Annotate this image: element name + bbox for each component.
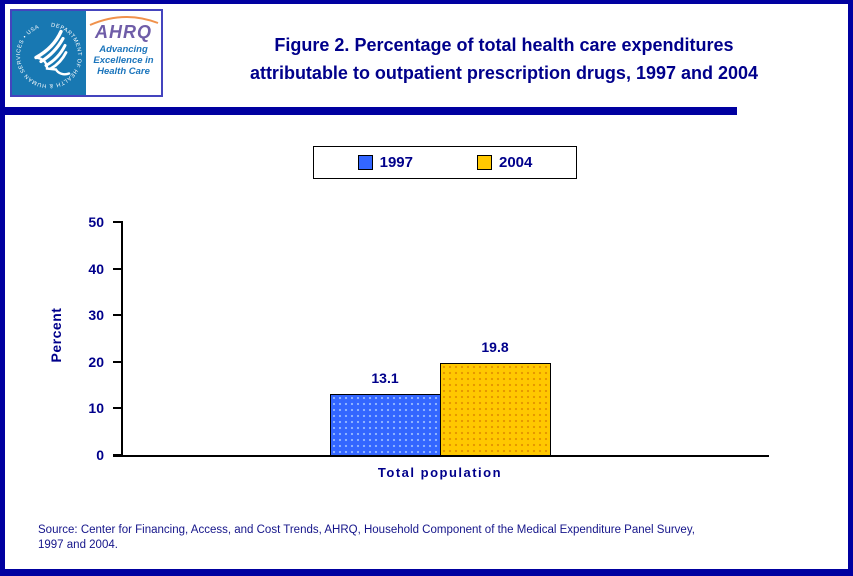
legend-item-1997: 1997 [357,154,413,171]
y-axis-tick [113,267,121,270]
header-divider-bar [5,107,737,115]
ahrq-tagline: Advancing Excellence in Health Care [86,44,161,77]
y-axis-tick-label: 10 [88,400,104,417]
ahrq-arc-icon [89,15,158,26]
tagline-line: Health Care [97,66,150,77]
y-axis-tick-label: 20 [88,353,104,370]
figure-title-line1: Figure 2. Percentage of total health car… [274,35,734,55]
chart-legend: 1997 2004 [313,146,577,179]
legend-swatch-2004 [477,155,492,170]
y-axis-tick-label: 50 [88,214,104,230]
source-note: Source: Center for Financing, Access, an… [38,523,838,553]
legend-item-2004: 2004 [477,154,532,171]
y-axis-tick-label: 0 [96,447,104,463]
ahrq-acronym: AHRQ [95,22,152,42]
bar-value-label: 13.1 [371,369,399,386]
source-line2: 1997 and 2004. [38,539,118,551]
legend-label-1997: 1997 [379,154,413,171]
y-axis-tick [113,360,121,363]
ahrq-wordmark: AHRQ Advancing Excellence in Health Care [86,11,161,95]
bar-value-label: 19.8 [481,338,509,355]
y-axis-tick [113,221,121,223]
y-axis-tick [113,407,121,410]
y-axis-tick [113,314,121,317]
x-category-label: Total population [377,465,503,480]
bar-1997 [330,393,441,456]
y-axis-tick-label: 40 [88,260,104,277]
bar-2004 [440,362,551,456]
hhs-seal: DEPARTMENT OF HEALTH & HUMAN SERVICES • … [12,11,86,95]
legend-swatch-1997 [357,155,373,170]
y-axis-tick-label: 30 [88,307,104,324]
hhs-eagle-icon: DEPARTMENT OF HEALTH & HUMAN SERVICES • … [16,23,82,89]
y-axis-line [121,221,123,456]
tagline-line: Excellence in [93,55,154,66]
tagline-line: Advancing [99,44,148,55]
figure-title-line2: attributable to outpatient prescription … [249,63,759,83]
figure-title: Figure 2. Percentage of total health car… [163,31,845,87]
ahrq-hhs-logo: DEPARTMENT OF HEALTH & HUMAN SERVICES • … [10,9,163,97]
x-axis-line [113,455,769,457]
legend-label-2004: 2004 [499,154,533,171]
source-line1: Source: Center for Financing, Access, an… [38,524,695,536]
